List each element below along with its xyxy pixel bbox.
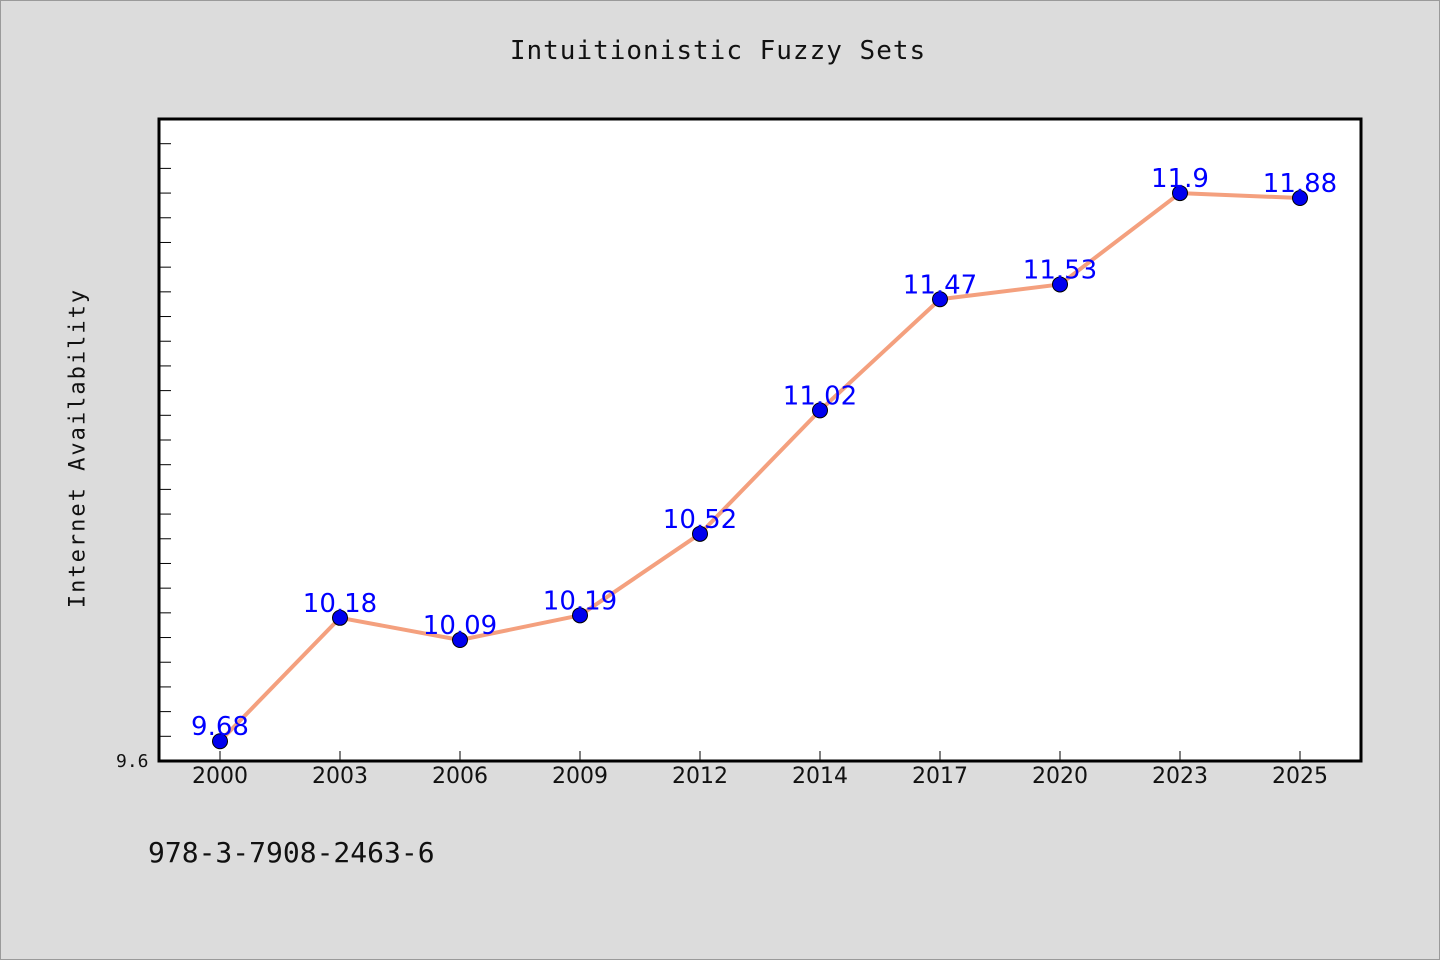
chart-title: Intuitionistic Fuzzy Sets: [509, 36, 927, 66]
data-label: 11.47: [903, 270, 977, 300]
data-label: 11.02: [783, 381, 857, 411]
data-label: 10.52: [663, 505, 737, 535]
data-point: [1052, 276, 1068, 293]
x-tick-label: 2020: [1032, 764, 1088, 789]
data-label: 11.88: [1263, 169, 1337, 199]
y-axis-ticks: [159, 143, 171, 762]
x-tick-label: 2000: [192, 764, 248, 789]
x-tick-label: 2017: [912, 764, 968, 789]
x-tick-label: 2009: [552, 764, 608, 789]
x-tick-label: 2012: [672, 764, 728, 789]
data-point: [212, 733, 228, 750]
footer-code: 978-3-7908-2463-6: [148, 836, 435, 869]
x-tick-label: 2006: [432, 764, 488, 789]
data-label: 11.9: [1151, 164, 1209, 194]
data-point: [812, 402, 828, 419]
data-markers: [212, 185, 1308, 750]
series-line: [218, 191, 1301, 743]
data-point: [572, 607, 588, 624]
x-tick-label: 2025: [1272, 764, 1328, 789]
data-point: [1292, 190, 1308, 207]
data-label: 10.09: [423, 611, 497, 641]
data-point: [452, 632, 468, 649]
x-tick-label: 2003: [312, 764, 368, 789]
y-min-tick-label: 9.6: [116, 751, 149, 772]
data-label: 10.19: [543, 586, 617, 616]
x-tick-label: 2023: [1152, 764, 1208, 789]
data-label: 9.68: [191, 712, 249, 742]
plot-area: [157, 117, 1363, 763]
data-point: [332, 609, 348, 626]
x-axis-ticks: 2000 2003 2006 2009 2012 2014 2017 2020 2023 2025: [192, 751, 1328, 789]
data-label: 11.53: [1023, 255, 1097, 285]
data-point: [692, 525, 708, 542]
x-tick-label: 2014: [792, 764, 848, 789]
data-point: [932, 291, 948, 308]
data-label: 10.18: [303, 589, 377, 619]
data-point: [1172, 185, 1188, 202]
data-labels: 9.68 10.18 10.09 10.19 10.52 11.02 11.47 11.53 1…: [191, 164, 1337, 742]
